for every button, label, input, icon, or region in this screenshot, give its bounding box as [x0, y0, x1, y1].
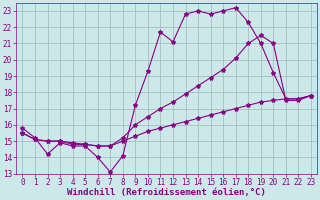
- X-axis label: Windchill (Refroidissement éolien,°C): Windchill (Refroidissement éolien,°C): [67, 188, 266, 197]
